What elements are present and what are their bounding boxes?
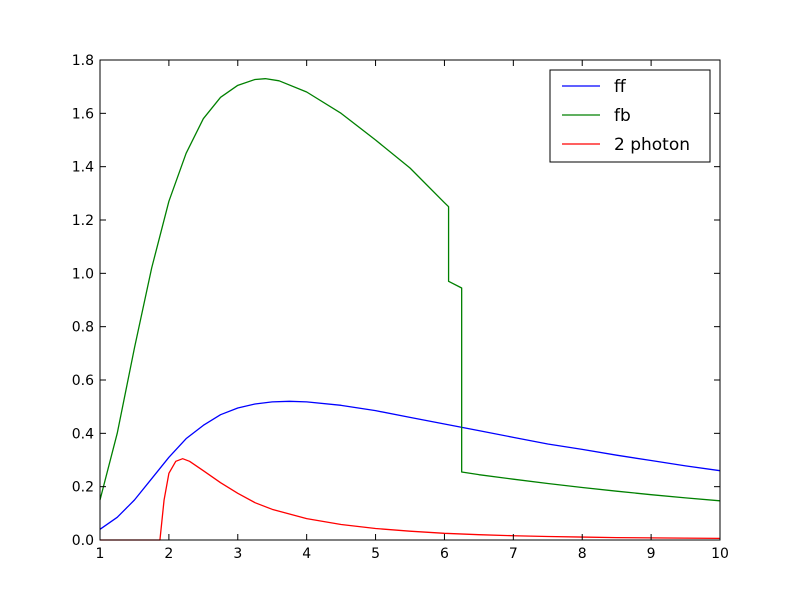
x-tick-label: 7 (509, 546, 518, 562)
y-tick-label: 0.0 (72, 533, 94, 549)
y-tick-label: 1.6 (72, 106, 94, 122)
x-tick-label: 8 (578, 546, 587, 562)
legend-label: 2 photon (614, 135, 690, 155)
x-tick-label: 2 (164, 546, 173, 562)
y-tick-label: 0.2 (72, 480, 94, 496)
tick-layer: 1 2 3 4 5 6 7 8 9 10 0.0 0.2 0.4 0.6 0.8 1.0 1.2 1.4 1.6 1.… (72, 53, 729, 562)
x-tick-label: 4 (302, 546, 311, 562)
x-tick-label: 6 (440, 546, 449, 562)
x-tick-label: 10 (711, 546, 729, 562)
y-tick-label: 1.0 (72, 266, 94, 282)
y-tick-label: 1.2 (72, 213, 94, 229)
y-tick-label: 0.6 (72, 373, 94, 389)
x-tick-label: 3 (233, 546, 242, 562)
x-tick-label: 9 (647, 546, 656, 562)
y-tick-label: 1.8 (72, 53, 94, 69)
x-tick-label: 5 (371, 546, 380, 562)
x-tick-label: 1 (96, 546, 105, 562)
series-line-ff (99, 400, 721, 530)
series-line-fb (99, 78, 721, 502)
legend: ff fb 2 photon (549, 69, 711, 163)
y-tick-label: 0.4 (72, 426, 94, 442)
y-tick-label: 0.8 (72, 320, 94, 336)
legend-box (549, 69, 711, 163)
plot-frame (99, 59, 721, 541)
legend-label: ff (614, 77, 627, 97)
legend-label: fb (614, 106, 631, 126)
y-tick-label: 1.4 (72, 160, 94, 176)
